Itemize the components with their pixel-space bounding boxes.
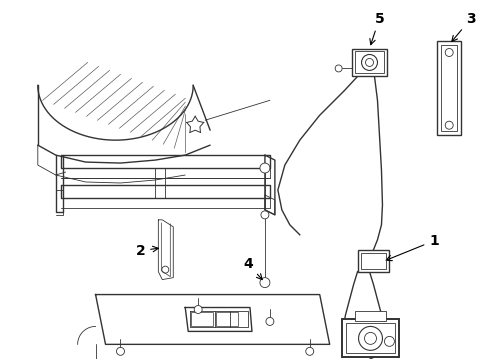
Circle shape xyxy=(260,163,269,173)
Text: 3: 3 xyxy=(451,12,475,41)
Text: 4: 4 xyxy=(243,257,262,280)
Bar xyxy=(354,311,386,321)
Circle shape xyxy=(260,278,269,288)
Text: 1: 1 xyxy=(386,234,438,261)
Circle shape xyxy=(334,65,342,72)
Circle shape xyxy=(265,318,273,325)
Bar xyxy=(345,323,395,353)
Bar xyxy=(440,45,456,131)
Polygon shape xyxy=(95,294,329,345)
Bar xyxy=(216,312,238,327)
Bar xyxy=(436,41,460,135)
Bar xyxy=(351,49,386,76)
Circle shape xyxy=(305,347,313,355)
Circle shape xyxy=(194,306,202,314)
Bar xyxy=(341,319,399,357)
Bar xyxy=(191,312,213,327)
Text: 2: 2 xyxy=(135,244,158,258)
Circle shape xyxy=(116,347,124,355)
Bar xyxy=(357,250,388,272)
Bar xyxy=(354,51,384,73)
Circle shape xyxy=(261,211,268,219)
Text: 5: 5 xyxy=(369,12,384,45)
Bar xyxy=(360,253,386,269)
